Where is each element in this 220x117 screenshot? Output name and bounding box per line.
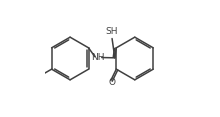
Text: SH: SH (105, 27, 118, 36)
Text: NH: NH (92, 53, 105, 62)
Text: O: O (109, 78, 116, 87)
